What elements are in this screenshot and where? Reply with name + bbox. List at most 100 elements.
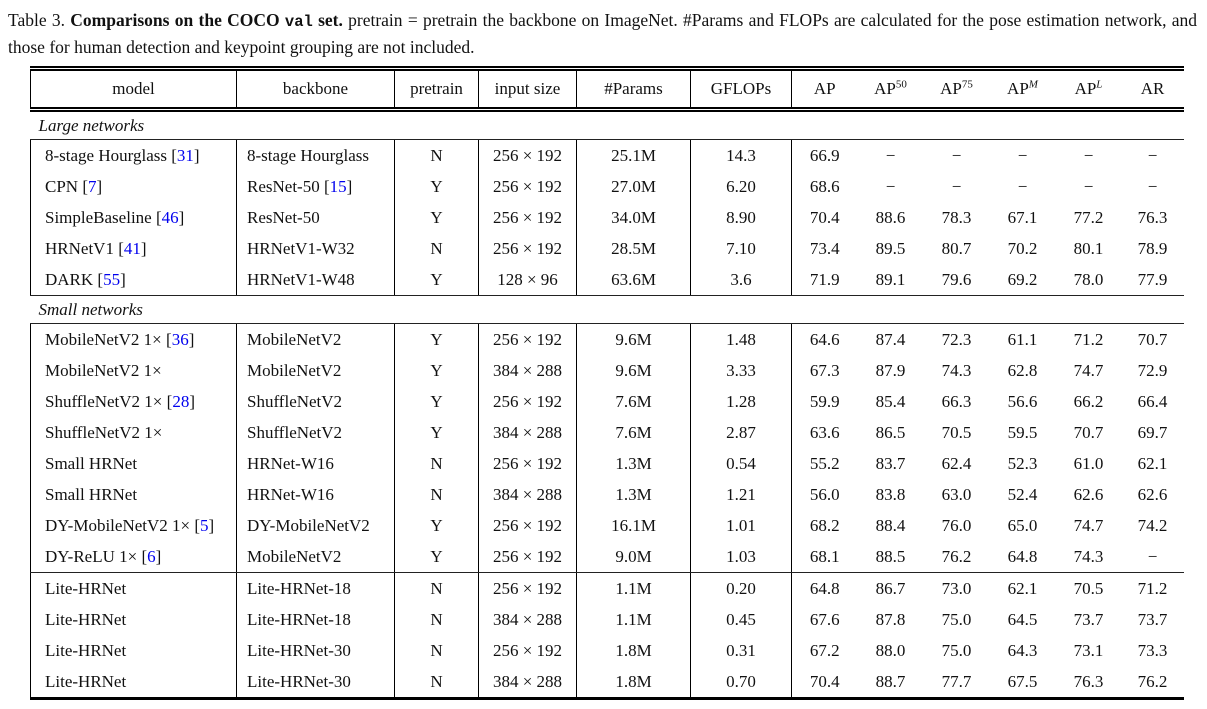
cell-pretrain: Y [394,355,479,386]
citation-link[interactable]: 5 [200,515,209,535]
cell-ap: 66.9 [809,145,840,165]
cell-pretrain: Y [394,202,479,233]
citation-bracket: [28] [162,391,195,411]
cell-ap50: 88.6 [875,207,906,227]
cell-apl: 73.7 [1073,609,1104,629]
cell-ap: 67.2 [809,640,840,660]
section-label: Large networks [30,109,1184,140]
cell-input: 384 × 288 [478,417,577,448]
cell-model: Lite-HRNet [30,635,237,666]
table-row: Small HRNet HRNet-W16 N 256 × 192 1.3M 0.54 55… [30,448,1184,479]
cell-ar: 72.9 [1137,360,1168,380]
citation-link[interactable]: 41 [123,238,141,258]
caption-val-keyword: val [284,13,313,31]
cell-backbone: Lite-HRNet-30 [236,635,395,666]
caption-bold-title-end: set. [312,10,343,30]
cell-model: ShuffleNetV2 1× [30,417,237,448]
cell-ar: − [1147,176,1158,196]
table-row: ShuffleNetV2 1× ShuffleNetV2 Y 384 × 288 7.6… [30,417,1184,448]
cell-params: 63.6M [576,264,691,296]
cell-params: 16.1M [576,510,691,541]
cell-input: 256 × 192 [478,386,577,417]
citation-link[interactable]: 15 [329,176,347,196]
cell-ar: 73.3 [1137,640,1168,660]
col-header-gflops: GFLOPs [690,66,792,112]
cell-input: 384 × 288 [478,666,577,700]
cell-pretrain: N [394,572,479,604]
cell-pretrain: Y [394,386,479,417]
cell-input: 256 × 192 [478,233,577,264]
citation-link[interactable]: 31 [176,145,194,165]
header-row: model backbone pretrain input size #Params GF… [30,66,1184,112]
cell-params: 1.3M [576,479,691,510]
col-header-model: model [30,66,237,112]
table-row: DARK [55] HRNetV1-W48 Y 128 × 96 63.6M 3.6 71.… [30,264,1184,296]
table-row: HRNetV1 [41] HRNetV1-W32 N 256 × 192 28.5M 7.… [30,233,1184,264]
citation-link[interactable]: 36 [171,329,189,349]
cell-pretrain: Y [394,171,479,202]
cell-apl: 70.5 [1073,578,1104,598]
cell-model: Small HRNet [30,479,237,510]
cell-backbone: Lite-HRNet-18 [236,572,395,604]
citation-link[interactable]: 46 [161,207,179,227]
cell-ap75: 73.0 [941,578,972,598]
cell-model: DY-MobileNetV2 1× [5] [30,510,237,541]
cell-apm: − [1017,176,1028,196]
citation-link[interactable]: 6 [147,546,156,566]
cell-params: 1.3M [576,448,691,479]
cell-model: HRNetV1 [41] [30,233,237,264]
cell-apl: 61.0 [1073,453,1104,473]
cell-apm: 64.8 [989,541,1056,573]
col-header-input: input size [478,66,577,112]
col-header-sup: M [1028,78,1038,91]
cell-input: 256 × 192 [478,541,577,573]
col-header-pretrain: pretrain [394,66,479,112]
col-header-sup: 75 [961,78,973,91]
cell-pretrain: Y [394,323,479,355]
cell-apl: 73.1 [1073,640,1104,660]
cell-ar: 76.3 [1137,207,1168,227]
cell-apl: 62.6 [1073,484,1104,504]
cell-backbone: HRNetV1-W48 [236,264,395,296]
table-row: Lite-HRNet Lite-HRNet-30 N 384 × 288 1.8M 0.7… [30,666,1184,700]
cell-input: 128 × 96 [478,264,577,296]
cell-ap50: 87.4 [875,329,906,349]
citation-bracket: [5] [190,515,215,535]
citation-link[interactable]: 28 [172,391,190,411]
cell-gflops: 8.90 [690,202,792,233]
col-header-sup: L [1096,78,1103,91]
caption-description: pretrain = pretrain the backbone on Imag… [8,10,1197,57]
cell-params: 1.8M [576,635,691,666]
cell-backbone: HRNet-W16 [236,479,395,510]
cell-ap50: 88.5 [857,541,924,573]
cell-params: 9.6M [576,323,691,355]
cell-gflops: 1.28 [690,386,792,417]
cell-apl: 77.2 [1073,207,1104,227]
cell-ap: 67.3 [809,360,840,380]
cell-ap50: 87.8 [875,609,906,629]
cell-ap: 67.6 [809,609,840,629]
cell-ap75: 78.3 [941,207,972,227]
cell-apl: 78.0 [1055,264,1122,296]
cell-model: Lite-HRNet [30,572,237,604]
citation-link[interactable]: 55 [103,269,121,289]
cell-apm: 56.6 [1007,391,1038,411]
citation-bracket: [6] [137,546,162,566]
table-row: 8-stage Hourglass [31] 8-stage Hourglass N… [30,139,1184,171]
cell-ap: 63.6 [809,422,840,442]
cell-ar: 70.7 [1137,329,1168,349]
table-row: ShuffleNetV2 1× [28] ShuffleNetV2 Y 256 × 1… [30,386,1184,417]
cell-apm: 69.2 [989,264,1056,296]
cell-ar: 62.6 [1137,484,1168,504]
cell-ar: 71.2 [1137,578,1168,598]
cell-apm: 61.1 [1007,329,1038,349]
cell-model: CPN [7] [30,171,237,202]
cell-ap75: 62.4 [941,453,972,473]
col-header-apl: APL [1055,66,1122,112]
citation-link[interactable]: 7 [88,176,97,196]
cell-ap50: 83.8 [875,484,906,504]
cell-ar: 66.4 [1137,391,1168,411]
cell-input: 256 × 192 [478,139,577,171]
cell-apm: 52.4 [1007,484,1038,504]
cell-backbone: ResNet-50 [15] [236,171,395,202]
